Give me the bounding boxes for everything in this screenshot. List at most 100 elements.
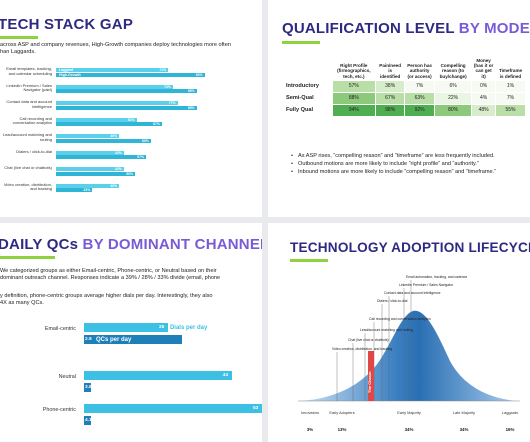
segment-label: Early Majority [397,410,421,415]
column-header: Timeframe is defined [498,68,523,79]
paragraph-2: y definition, phone-centric groups avera… [0,293,213,306]
bar-value: 67% [153,122,160,127]
dials-value: 53 [253,406,259,411]
table-row: Introductory 57% 38% 7% 6% 0% 1% [286,79,526,93]
adoption-callout: Video creation, distribution, and tracki… [332,347,393,351]
qcs-value: 3.8 [85,385,92,390]
chasm-bar [368,351,374,401]
dials-value: 25 [158,325,165,330]
bar-value: 51% [127,117,135,122]
adoption-callout: Chat (live chat or chatbots) [348,338,389,342]
laggard-bar: 51% [56,117,137,122]
high-growth-bar: 67% [56,122,162,127]
laggard-bar: 43% [56,167,124,171]
bullet-list: As ASP rises, “compelling reason” and “t… [288,152,528,176]
high-growth-bar: 23% [56,188,93,193]
dials-bar [84,371,232,380]
segment-percent: 16% [505,427,515,432]
column-header: Person has authority (or access) [407,63,432,79]
slide-title: TECH STACK GAP [0,16,134,33]
table-cell: 0% [471,79,497,93]
bar-row-label: Lead/account matching and routing [2,132,52,142]
bar-value: 71% [159,68,167,72]
segment-percent: 34% [404,427,414,432]
segment-label: Innovators [300,410,320,415]
adoption-callout: LinkedIn Premium / Sales Navigator [399,283,454,287]
bar-value: 60% [142,138,149,143]
table-cell: 88% [331,91,377,105]
chasm-label: The Chasm [367,371,372,393]
table-cell: 4% [471,91,497,105]
segment-percent: 3% [306,427,314,432]
adoption-callout: Call recording and conversation analytic… [369,317,431,321]
high-growth-bar: 60% [56,138,151,143]
laggard-bar: 74% [56,84,173,89]
column-header: Money (has it or can get it) [473,58,494,79]
adoption-callout: Dialers / click-to-dial [377,299,408,303]
dials-value: 44 [222,373,229,378]
slide-qualification-level[interactable]: QUALIFICATION LEVEL BY MODEL Right Profi… [268,0,530,217]
segment-percent: 13% [337,427,347,432]
bar-value: 43% [115,167,122,171]
channel-label: Phone-centric [42,407,76,413]
table-cell: 63% [404,91,436,105]
laggard-bar: 71% [56,68,169,72]
bullet-item: Outbound motions are more likely to incl… [288,160,528,168]
bullet-item: Inbound motions are more likely to inclu… [288,168,528,176]
table-cell: 22% [434,91,473,105]
bar-row-label: Chat (live chat or chatbots) [4,165,52,170]
legend-laggard: Laggard [59,68,74,72]
bell-curve [298,310,518,401]
table-cell: 94% [331,103,377,117]
legend-dials: Dials per day [169,324,208,331]
qcs-value: 2.9 [85,337,92,342]
bar-value: 77% [168,101,176,105]
bar-value: 23% [83,188,91,193]
table-cell: 92% [404,103,436,117]
segment-label: Early Adopters [329,410,355,415]
laggard-bar: 43% [56,150,124,155]
slide-tech-stack-gap[interactable]: TECH STACK GAP across ASP and company re… [0,0,262,217]
slide-daily-qcs[interactable]: DAILY QCs BY DOMINANT CHANNEL We categor… [0,223,262,442]
dials-bar [84,323,168,332]
table-row: Semi-Qual 88% 67% 63% 22% 4% 7% [286,91,526,105]
title-underline [290,259,328,262]
qcs-bar [84,383,91,392]
bar-value: 74% [164,84,171,89]
laggard-bar: 40% [56,134,120,138]
qcs-value: 4.1 [85,418,92,423]
table-cell: 7% [404,79,436,93]
table-cell: 80% [434,103,473,117]
slide-title: DAILY QCs BY DOMINANT CHANNEL [0,236,262,253]
slide-adoption-lifecycle[interactable]: TECHNOLOGY ADOPTION LIFECYCLE The Chasm … [268,223,530,442]
column-header: Pain/need is identified [379,63,401,79]
segment-percent: 34% [459,427,469,432]
column-header: Right Profile (firmographics, tech, etc.… [337,63,371,79]
bar-row-label: Contact data and account intelligence [6,99,52,109]
adoption-callout: Email automation, tracking, and cadence [406,275,468,279]
table-cell: 98% [375,103,406,117]
table-cell: 1% [495,79,526,93]
bar-row-label: LinkedIn Premium / Sales Navigator (paid… [6,82,52,93]
slide-title: TECHNOLOGY ADOPTION LIFECYCLE [290,240,530,255]
bar-row-label: Video creation, distribution, and tracki… [3,181,52,192]
channel-label: Email-centric [44,326,76,332]
table-cell: 67% [375,91,406,105]
table-cell: 6% [434,79,473,93]
bar-value: 57% [137,155,145,160]
row-header: Introductory [286,83,319,90]
high-growth-bar: 57% [56,155,147,160]
bullet-item: As ASP rises, “compelling reason” and “t… [288,152,528,160]
bar-value: 89% [187,105,195,110]
legend-high-growth: High-Growth [59,72,81,77]
adoption-callout: Lead/account matching and routing [360,328,413,332]
dials-bar [84,404,262,413]
bar-value: 89% [187,89,195,94]
paragraph-1: We categorized groups as either Email-ce… [0,268,221,281]
table-cell: 7% [495,91,526,105]
bar-value: 40% [110,134,118,138]
slide-title: QUALIFICATION LEVEL BY MODEL [282,20,530,37]
title-underline [0,36,38,39]
row-header: Semi-Qual [286,95,314,102]
high-growth-bar: 89% [56,105,197,110]
